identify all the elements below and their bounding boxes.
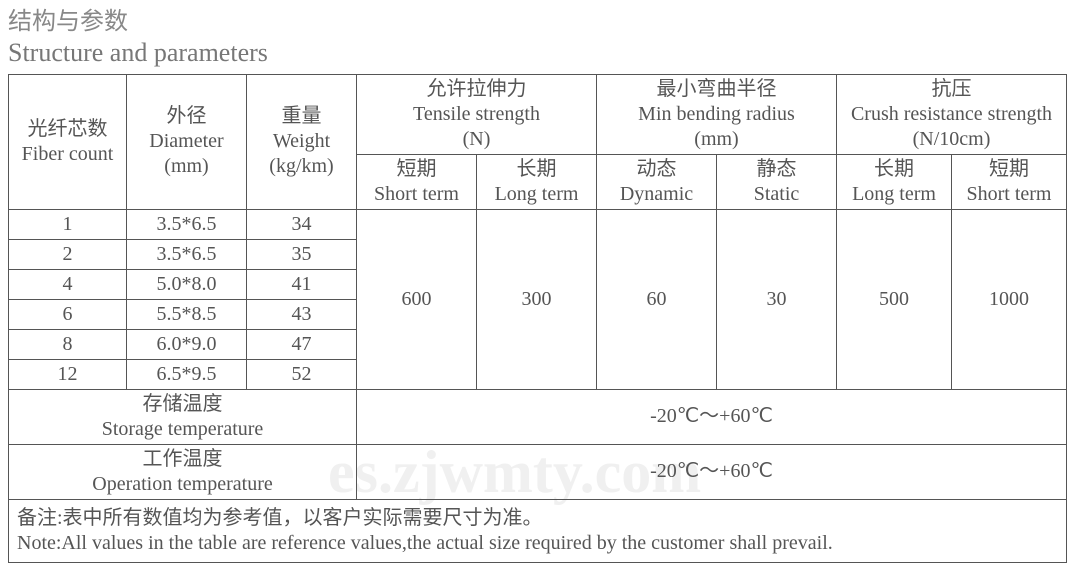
short-cn-2: 短期 xyxy=(989,158,1029,180)
cell-dia: 6.5*9.5 xyxy=(127,359,247,389)
title-english: Structure and parameters xyxy=(8,37,1063,68)
long-en: Long term xyxy=(495,183,579,205)
header-tensile-long: 长期 Long term xyxy=(477,154,597,209)
cell-bend-dynamic: 60 xyxy=(597,209,717,389)
short-en: Short term xyxy=(374,183,459,205)
header-weight: 重量 Weight (kg/km) xyxy=(247,74,357,209)
parameters-table: 光纤芯数 Fiber count 外径 Diameter (mm) 重量 Wei… xyxy=(8,74,1067,563)
storage-value: -20℃～+60℃ xyxy=(357,389,1067,444)
tensile-cn: 允许拉伸力 xyxy=(427,78,527,100)
cell-dia: 5.5*8.5 xyxy=(127,299,247,329)
operation-label: 工作温度 Operation temperature xyxy=(9,444,357,499)
cell-wt: 35 xyxy=(247,239,357,269)
diameter-en: Diameter (mm) xyxy=(149,130,223,177)
cell-tensile-long: 300 xyxy=(477,209,597,389)
note-row: 备注:表中所有数值均为参考值，以客户实际需要尺寸为准。 Note:All val… xyxy=(9,499,1067,562)
cell-wt: 34 xyxy=(247,209,357,239)
crush-cn: 抗压 xyxy=(932,78,972,100)
static-en: Static xyxy=(754,183,800,205)
header-fiber-count: 光纤芯数 Fiber count xyxy=(9,74,127,209)
dynamic-cn: 动态 xyxy=(637,158,677,180)
cell-dia: 3.5*6.5 xyxy=(127,209,247,239)
cell-bend-static: 30 xyxy=(717,209,837,389)
storage-en: Storage temperature xyxy=(102,418,264,440)
static-cn: 静态 xyxy=(757,158,797,180)
storage-label: 存储温度 Storage temperature xyxy=(9,389,357,444)
cell-count: 8 xyxy=(9,329,127,359)
cell-dia: 3.5*6.5 xyxy=(127,239,247,269)
crush-unit: (N/10cm) xyxy=(913,128,991,150)
fiber-count-cn: 光纤芯数 xyxy=(28,118,108,140)
cell-dia: 5.0*8.0 xyxy=(127,269,247,299)
weight-cn: 重量 xyxy=(282,105,322,127)
cell-crush-long: 500 xyxy=(837,209,952,389)
storage-row: 存储温度 Storage temperature -20℃～+60℃ xyxy=(9,389,1067,444)
title-chinese: 结构与参数 xyxy=(8,8,1063,37)
long-cn-2: 长期 xyxy=(874,158,914,180)
cell-count: 2 xyxy=(9,239,127,269)
cell-dia: 6.0*9.0 xyxy=(127,329,247,359)
tensile-en: Tensile strength xyxy=(413,103,540,125)
note-cn: 备注:表中所有数值均为参考值，以客户实际需要尺寸为准。 xyxy=(17,507,543,529)
diameter-cn: 外径 xyxy=(167,105,207,127)
header-tensile-short: 短期 Short term xyxy=(357,154,477,209)
header-crush: 抗压 Crush resistance strength (N/10cm) xyxy=(837,74,1067,154)
note-en: Note:All values in the table are referen… xyxy=(17,532,833,554)
header-crush-short: 短期 Short term xyxy=(952,154,1067,209)
operation-row: 工作温度 Operation temperature -20℃～+60℃ xyxy=(9,444,1067,499)
cell-wt: 41 xyxy=(247,269,357,299)
bend-en: Min bending radius xyxy=(638,103,795,125)
operation-value: -20℃～+60℃ xyxy=(357,444,1067,499)
bend-unit: (mm) xyxy=(694,128,738,150)
long-en-2: Long term xyxy=(852,183,936,205)
bend-cn: 最小弯曲半径 xyxy=(657,78,777,100)
tensile-unit: (N) xyxy=(463,128,491,150)
cell-wt: 47 xyxy=(247,329,357,359)
cell-tensile-short: 600 xyxy=(357,209,477,389)
cell-count: 4 xyxy=(9,269,127,299)
header-crush-long: 长期 Long term xyxy=(837,154,952,209)
fiber-count-en: Fiber count xyxy=(22,143,114,165)
cell-count: 12 xyxy=(9,359,127,389)
dynamic-en: Dynamic xyxy=(620,183,693,205)
header-bend-static: 静态 Static xyxy=(717,154,837,209)
cell-count: 1 xyxy=(9,209,127,239)
header-bend: 最小弯曲半径 Min bending radius (mm) xyxy=(597,74,837,154)
cell-count: 6 xyxy=(9,299,127,329)
cell-wt: 43 xyxy=(247,299,357,329)
storage-cn: 存储温度 xyxy=(143,393,223,415)
header-diameter: 外径 Diameter (mm) xyxy=(127,74,247,209)
cell-wt: 52 xyxy=(247,359,357,389)
header-bend-dynamic: 动态 Dynamic xyxy=(597,154,717,209)
operation-cn: 工作温度 xyxy=(143,448,223,470)
header-tensile: 允许拉伸力 Tensile strength (N) xyxy=(357,74,597,154)
short-cn: 短期 xyxy=(397,158,437,180)
note-cell: 备注:表中所有数值均为参考值，以客户实际需要尺寸为准。 Note:All val… xyxy=(9,499,1067,562)
cell-crush-short: 1000 xyxy=(952,209,1067,389)
operation-en: Operation temperature xyxy=(92,473,272,495)
table-row: 1 3.5*6.5 34 600 300 60 30 500 1000 xyxy=(9,209,1067,239)
long-cn: 长期 xyxy=(517,158,557,180)
crush-en: Crush resistance strength xyxy=(851,103,1052,125)
header-row-1: 光纤芯数 Fiber count 外径 Diameter (mm) 重量 Wei… xyxy=(9,74,1067,154)
weight-en: Weight (kg/km) xyxy=(269,130,333,177)
short-en-2: Short term xyxy=(967,183,1052,205)
